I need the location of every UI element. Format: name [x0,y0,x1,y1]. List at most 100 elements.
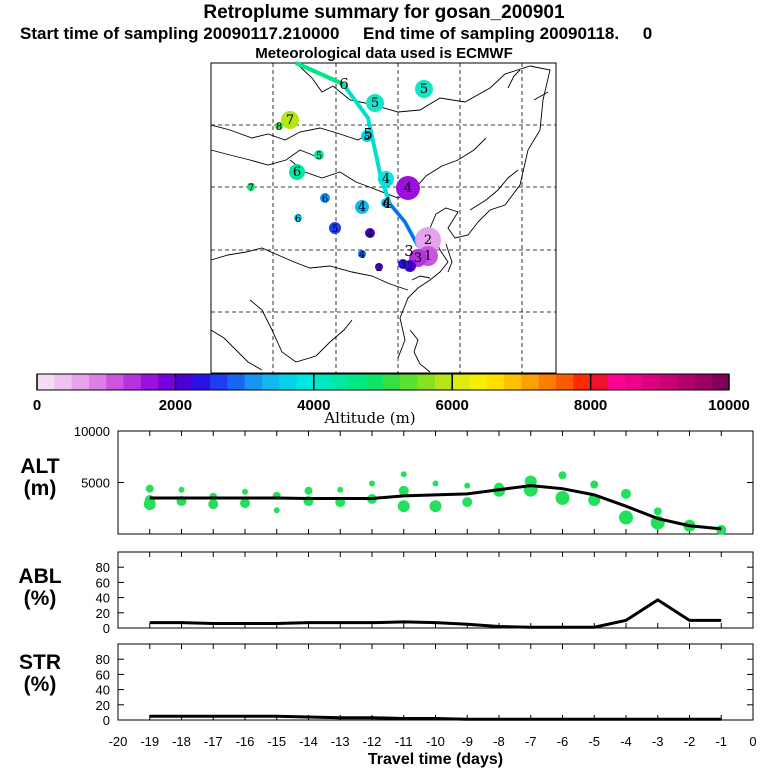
scatter-point [369,480,375,487]
map-marker [415,80,433,98]
trajectory-day-label: 6 [339,75,349,93]
scatter-point [143,498,156,511]
map-marker [396,176,420,200]
x-tick-label: -20 [109,734,128,749]
scatter-point [621,488,631,499]
colorbar-swatch [313,374,332,390]
x-tick-label: -5 [588,734,600,749]
map-marker-label: 4 [359,250,365,261]
scatter-point [619,510,633,525]
colorbar-swatch [54,374,73,390]
scatter-point [400,471,407,478]
scatter-point [590,480,599,489]
map-marker-label: 5 [316,151,322,162]
scatter-point [242,488,248,495]
trajectory-labels: 6 5 4 3 [339,75,414,260]
colorbar-swatch [694,374,713,390]
map-marker-label: 7 [286,113,294,128]
map-marker [314,150,324,160]
y-tick-label: 80 [96,652,110,667]
map-marker-label: 2 [407,262,413,273]
scatter-point [432,480,439,487]
map-marker-label: 6 [295,214,301,225]
map-marker [320,193,330,203]
colorbar-swatch [279,374,297,390]
map-marker-label: 3 [400,260,406,271]
scatter-point [145,484,154,493]
map-marker-label: 6 [322,194,328,205]
y-tick-label: 80 [96,560,110,575]
x-tick-label: -3 [652,734,664,749]
x-tick-label: -11 [395,734,413,749]
scatter-point [462,497,473,508]
colorbar-swatch [348,374,367,390]
abl-axis-label: ABL (%) [18,565,62,610]
trajectory-day-label: 3 [404,242,414,260]
colorbar-swatch [590,374,609,390]
end-time-suffix: 0 [642,24,653,43]
colorbar-swatch [434,374,453,390]
colorbar-swatch [88,374,107,390]
map-marker [275,122,283,130]
colorbar-swatch [383,374,401,390]
colorbar-swatch [573,374,592,390]
colorbar-swatch [123,374,142,390]
map-marker-label: 3 [414,251,422,266]
y-tick-label: 10000 [74,424,110,439]
map-marker [366,94,384,112]
x-tick-label: -10 [426,734,445,749]
y-tick-label: 20 [96,606,110,621]
scatter-point [240,498,250,509]
colorbar-swatch [296,374,315,390]
str-axis-label: STR (%) [19,651,61,696]
x-tick-label: -9 [461,734,473,749]
scatter-point [558,471,567,480]
colorbar-swatch [659,374,678,390]
y-tick-label: 40 [96,683,110,698]
colorbar-swatch [642,374,661,390]
scatter-point [555,490,570,505]
map-gridlines [211,63,556,373]
colorbar-tick-label: 4000 [297,397,330,414]
map-marker-label: 4 [404,181,412,196]
y-tick-label: 40 [96,591,110,606]
series-line [149,714,722,721]
map-marker-label: 4 [358,200,366,215]
map-marker [329,222,341,234]
map-marker [381,198,391,208]
y-tick-label: 0 [103,713,110,728]
colorbar-swatch [158,374,176,390]
map-marker [355,200,369,214]
x-tick-label: -18 [172,734,191,749]
colorbar-swatch [711,374,730,390]
colorbar-swatch [486,374,505,390]
map-marker [415,227,441,253]
colorbar-swatch [504,374,522,390]
y-tick-label: 60 [96,575,110,590]
map-marker-label: 7 [248,183,254,194]
map-marker-label: 1 [424,249,432,264]
map-marker-label: 6 [293,165,301,180]
start-time: Start time of sampling 20090117.210000 [20,24,340,43]
x-tick-label: -14 [299,734,318,749]
chart-title: Retroplume summary for gosan_200901 [203,2,565,23]
altitude-colorbar [36,373,730,391]
colorbar-swatch [469,374,488,390]
x-tick-label: -6 [557,734,569,749]
colorbar-tick-label: 2000 [159,397,192,414]
colorbar-swatch [244,374,263,390]
colorbar-swatch [192,374,211,390]
x-tick-label: -17 [204,734,223,749]
map-marker-label: 5 [371,96,379,111]
map-marker [358,250,366,258]
colorbar-tick-labels: 0 2000 4000 6000 8000 10000 [33,374,750,414]
map-marker [281,111,299,129]
met-data-note: Meteorological data used is ECMWF [255,45,513,62]
map-marker-label: 4 [367,229,373,240]
map-marker [294,214,302,222]
map-marker-label: 2 [424,233,432,248]
